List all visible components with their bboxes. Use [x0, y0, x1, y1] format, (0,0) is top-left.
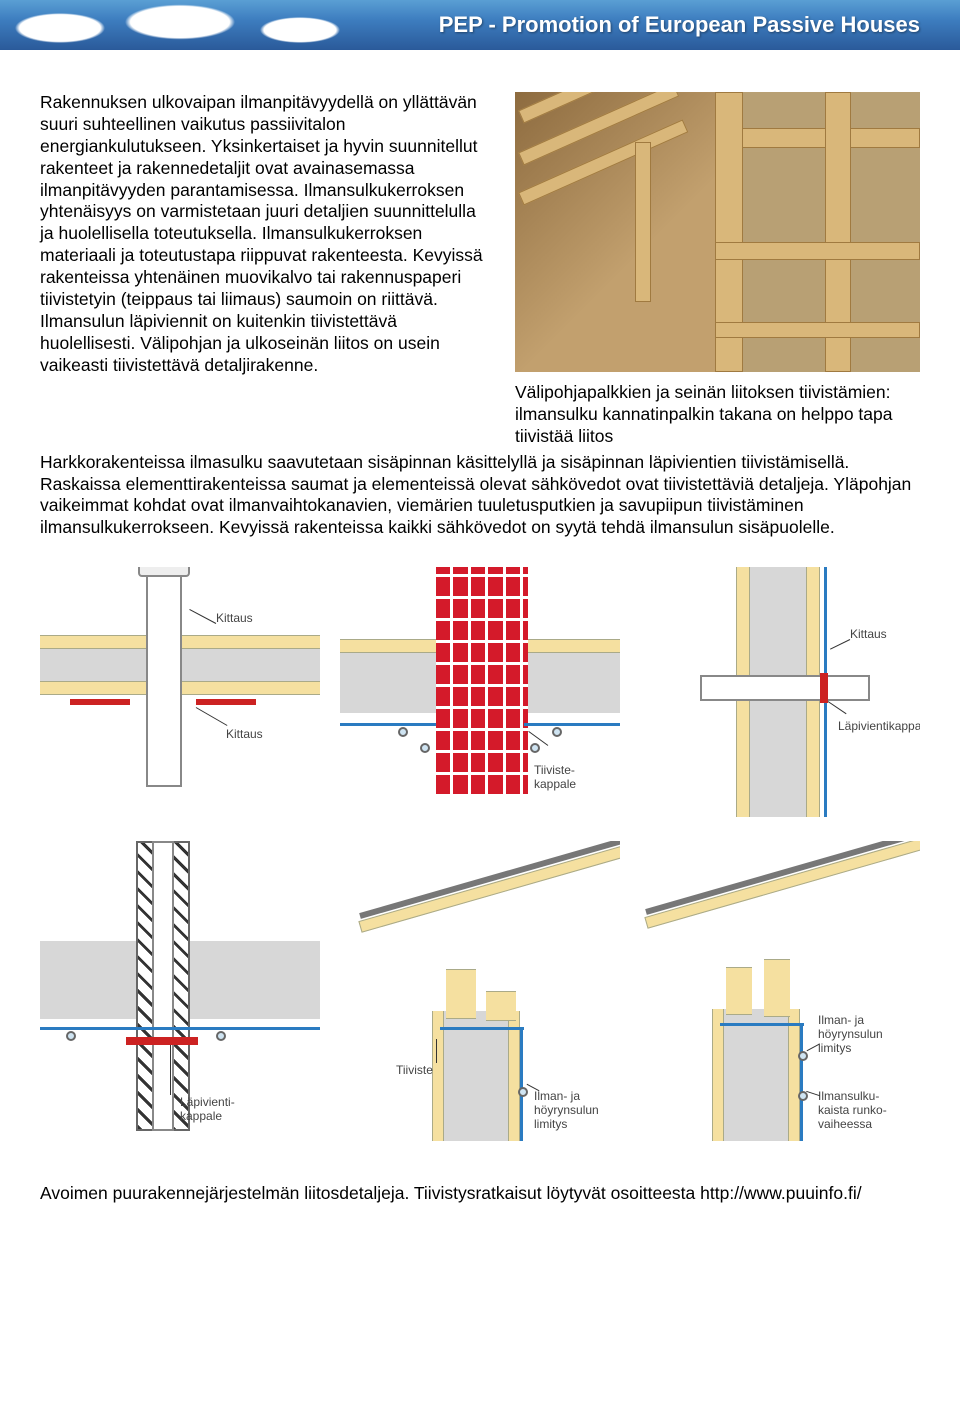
- header-title: PEP - Promotion of European Passive Hous…: [439, 12, 920, 38]
- full-width-paragraph: Harkkorakenteissa ilmasulku saavutetaan …: [40, 452, 920, 540]
- diagram-label: Kittaus: [226, 727, 263, 741]
- content: Rakennuksen ulkovaipan ilmanpitävyydellä…: [0, 50, 960, 1161]
- diagram-label: Läpivienti- kappale: [180, 1095, 235, 1123]
- header-clouds: [0, 0, 360, 50]
- diagram-label: Tiiviste- kappale: [534, 763, 576, 791]
- diagram-hatched-wall: Läpivienti- kappale: [40, 841, 320, 1141]
- diagram-label: Ilmansulku- kaista runko- vaiheessa: [818, 1089, 887, 1131]
- diagram-eave-joint-2: Ilman- ja höyrynsulun limitys Ilmansulku…: [640, 841, 920, 1141]
- diagram-pipe-penetration: Kittaus Kittaus: [40, 567, 320, 817]
- photo-caption: Välipohjapalkkien ja seinän liitoksen ti…: [515, 382, 920, 448]
- main-paragraph: Rakennuksen ulkovaipan ilmanpitävyydellä…: [40, 92, 493, 376]
- diagram-label: Läpivientikappale: [838, 719, 920, 733]
- diagram-wall-penetration: Kittaus Läpivientikappale: [640, 567, 920, 817]
- page-header: PEP - Promotion of European Passive Hous…: [0, 0, 960, 50]
- diagram-eave-joint-1: Tiiviste Ilman- ja höyrynsulun limitys: [340, 841, 620, 1141]
- diagram-label: Kittaus: [216, 611, 253, 625]
- two-column-block: Rakennuksen ulkovaipan ilmanpitävyydellä…: [40, 92, 920, 448]
- diagram-label: Ilman- ja höyrynsulun limitys: [534, 1089, 599, 1131]
- right-column: Välipohjapalkkien ja seinän liitoksen ti…: [515, 92, 920, 448]
- diagram-chimney: Tiiviste- kappale: [340, 567, 620, 817]
- diagram-label: Ilman- ja höyrynsulun limitys: [818, 1013, 883, 1055]
- diagram-grid: Kittaus Kittaus Tiiviste- kappale: [40, 567, 920, 1141]
- footer-text: Avoimen puurakennejärjestelmän liitosdet…: [0, 1161, 960, 1234]
- diagram-label: Tiiviste: [396, 1063, 433, 1077]
- diagram-label: Kittaus: [850, 627, 887, 641]
- attic-photo: [515, 92, 920, 372]
- left-column: Rakennuksen ulkovaipan ilmanpitävyydellä…: [40, 92, 493, 448]
